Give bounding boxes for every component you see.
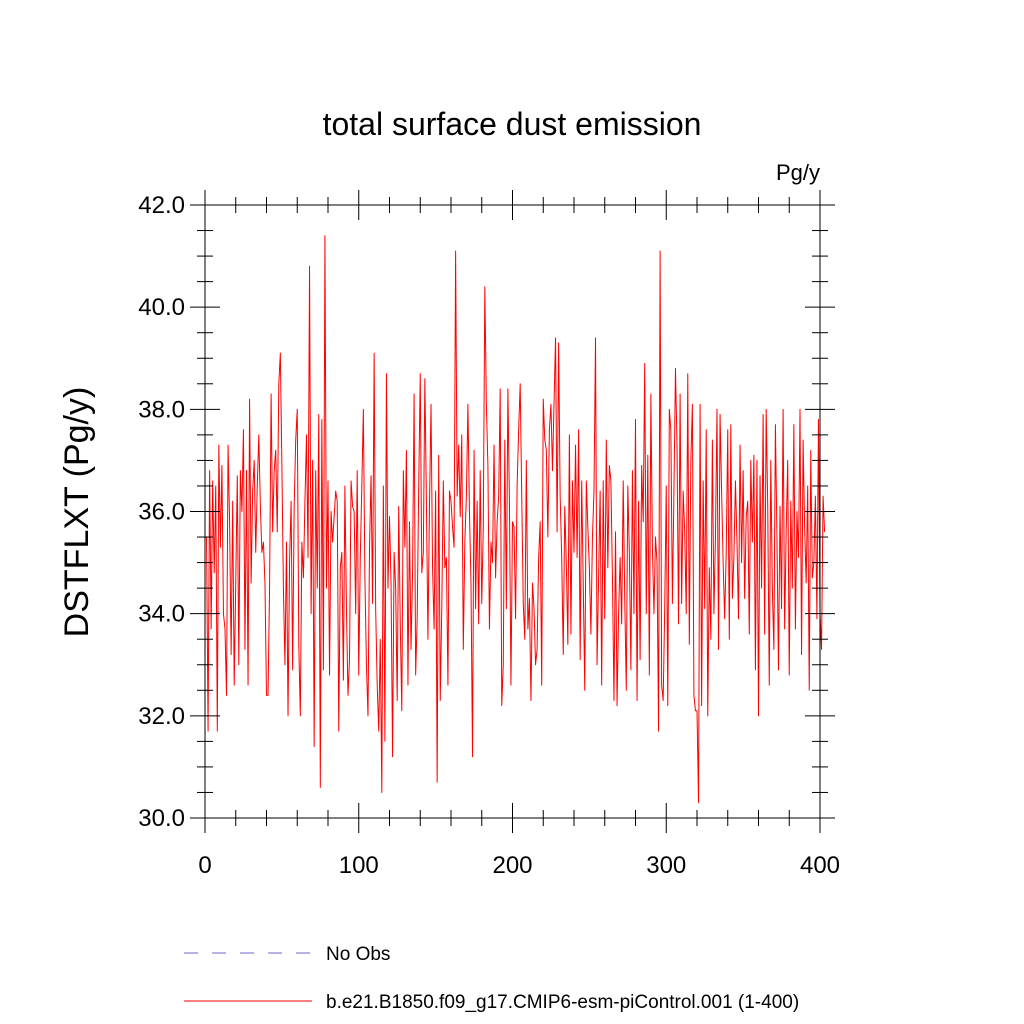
legend-label-model-run: b.e21.B1850.f09_g17.CMIP6-esm-piControl.… — [326, 992, 799, 1013]
axes-layer: 30.0 32.0 34.0 36.0 38.0 40.0 42.0 0 100 200 300 40… — [138, 190, 840, 879]
x-tick-label: 100 — [339, 852, 379, 879]
y-tick-label: 34.0 — [138, 601, 185, 628]
chart-title: total surface dust emission — [323, 106, 702, 142]
y-tick-label: 38.0 — [138, 396, 185, 423]
y-tick-label: 36.0 — [138, 499, 185, 526]
y-tick-label: 32.0 — [138, 703, 185, 730]
legend: No Obs b.e21.B1850.f09_g17.CMIP6-esm-piC… — [184, 944, 799, 1013]
y-tick-label: 40.0 — [138, 294, 185, 321]
y-tick-label: 30.0 — [138, 805, 185, 832]
x-tick-label: 400 — [800, 852, 840, 879]
series-layer — [206, 235, 826, 804]
x-tick-label: 0 — [198, 852, 211, 879]
units-label: Pg/y — [776, 160, 820, 185]
x-tick-label: 200 — [492, 852, 532, 879]
plot-frame — [204, 204, 821, 819]
x-tick-label: 300 — [646, 852, 686, 879]
y-axis-title: DSTFLXT (Pg/y) — [58, 387, 96, 638]
y-tick-label: 42.0 — [138, 192, 185, 219]
legend-label-no-obs: No Obs — [326, 944, 390, 965]
series-line-model-run — [206, 235, 826, 804]
